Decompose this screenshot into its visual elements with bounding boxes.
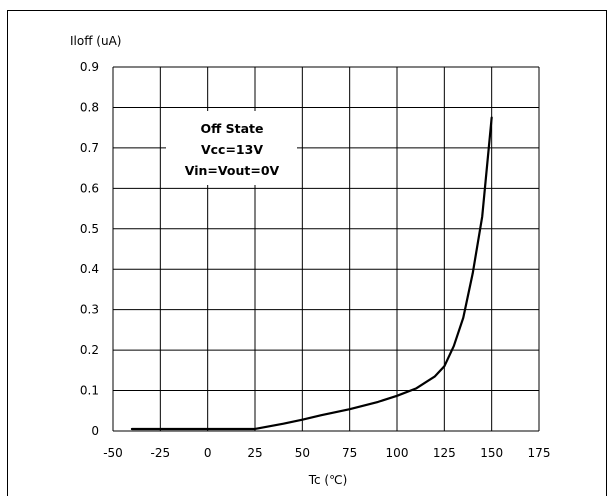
y-tick-label: 0.5 [80,222,99,236]
x-tick-label: 0 [204,446,212,460]
x-axis-label: Tc (℃) [308,473,348,487]
x-tick-label: -50 [103,446,123,460]
annotation-box [166,111,297,185]
x-tick-label: 25 [247,446,262,460]
grid [112,66,540,432]
y-tick-label: 0.4 [80,262,99,276]
x-tick-label: 75 [342,446,357,460]
x-tick-label: 50 [295,446,310,460]
tick-labels: -50 -25 0 25 50 75 100 125 150 175 0 0.1 0.2 0.3 0.4 0.… [80,60,551,460]
y-tick-label: 0.6 [80,181,99,195]
y-tick-label: 0.9 [80,60,99,74]
y-tick-label: 0.7 [80,141,99,155]
y-tick-label: 0.1 [80,384,99,398]
y-tick-label: 0.3 [80,303,99,317]
x-tick-label: -25 [151,446,171,460]
y-tick-label: 0.2 [80,343,99,357]
y-axis-label: Iloff (uA) [70,34,121,48]
y-tick-label: 0.8 [80,100,99,114]
annotation-line-3: Vin=Vout=0V [185,163,280,178]
x-tick-label: 175 [528,446,551,460]
chart-frame [7,10,607,496]
y-tick-label: 0 [91,424,99,438]
annotation-line-2: Vcc=13V [201,142,263,157]
annotation-line-1: Off State [201,121,264,136]
x-tick-label: 125 [433,446,456,460]
series-layer [130,116,493,431]
x-tick-label: 100 [386,446,409,460]
x-tick-label: 150 [480,446,503,460]
